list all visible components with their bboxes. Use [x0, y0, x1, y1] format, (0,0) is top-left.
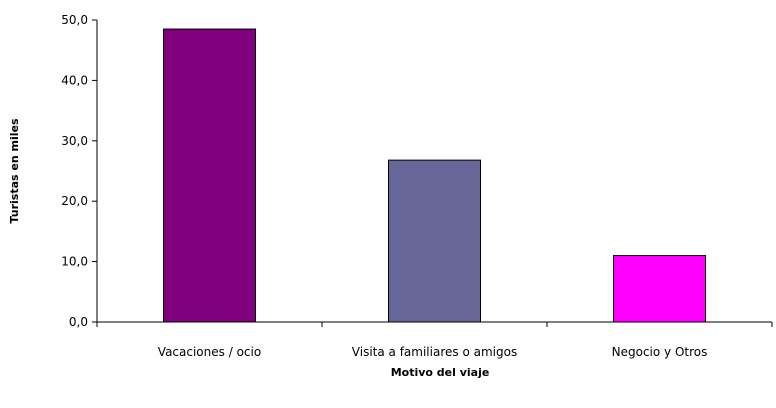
x-tick-label: Visita a familiares o amigos [352, 345, 517, 359]
y-tick-label: 40,0 [61, 73, 88, 87]
y-axis-title: Turistas en miles [8, 118, 21, 224]
y-axis: 0,0 10,0 20,0 30,0 40,0 50,0 [61, 13, 98, 329]
bars-group [163, 28, 706, 323]
y-tick-label: 20,0 [61, 194, 88, 208]
y-tick-label: 10,0 [61, 255, 88, 269]
bar-2 [388, 159, 481, 323]
bar-3 [613, 255, 706, 323]
y-tick-label: 0,0 [69, 315, 88, 329]
x-tick-label: Vacaciones / ocio [158, 345, 261, 359]
y-tick-label: 50,0 [61, 13, 88, 27]
x-axis: Vacaciones / ocio Visita a familiares o a… [96, 321, 773, 359]
x-tick-label: Negocio y Otros [612, 345, 708, 359]
y-tick-label: 30,0 [61, 134, 88, 148]
x-axis-title: Motivo del viaje [391, 366, 490, 379]
bar-1 [163, 28, 256, 323]
